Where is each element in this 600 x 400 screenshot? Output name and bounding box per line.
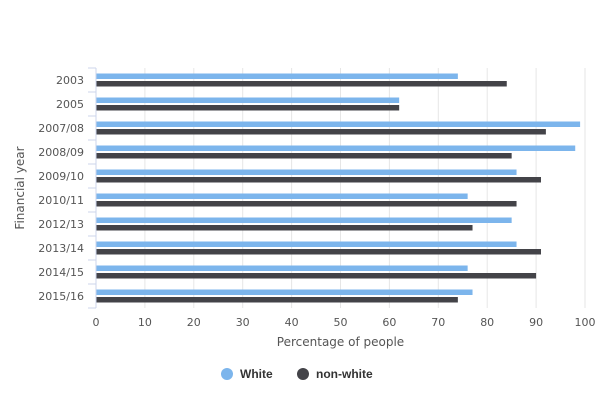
bars: [96, 73, 581, 303]
legend-item-non-white[interactable]: non-white: [297, 367, 373, 381]
bar-non-white-2014-15[interactable]: [96, 273, 537, 279]
x-tick-label: 60: [382, 316, 396, 329]
bar-white-2005[interactable]: [96, 97, 400, 104]
bar-non-white-2012-13[interactable]: [96, 225, 473, 231]
legend-label: White: [240, 367, 273, 381]
legend-marker-icon: [221, 368, 233, 380]
legend-label: non-white: [316, 367, 373, 381]
bar-white-2012-13[interactable]: [96, 217, 512, 224]
legend[interactable]: White non-white: [221, 367, 373, 381]
bar-white-2014-15[interactable]: [96, 265, 468, 272]
bar-non-white-2005[interactable]: [96, 105, 400, 111]
bar-white-2009-10[interactable]: [96, 169, 517, 176]
bar-non-white-2009-10[interactable]: [96, 177, 541, 183]
x-axis-title: Percentage of people: [277, 335, 404, 349]
y-tick-label: 2012/13: [38, 218, 84, 231]
bar-white-2008-09[interactable]: [96, 145, 576, 152]
y-tick-label: 2003: [56, 74, 84, 87]
y-tick-label: 2015/16: [38, 290, 84, 303]
x-tick-label: 50: [334, 316, 348, 329]
legend-marker-icon: [297, 368, 309, 380]
bar-white-2003[interactable]: [96, 73, 458, 80]
x-tick-label: 80: [480, 316, 494, 329]
x-tick-label: 30: [236, 316, 250, 329]
y-axis-title: Financial year: [13, 146, 27, 229]
y-tick-label: 2008/09: [38, 146, 84, 159]
y-tick-label: 2013/14: [38, 242, 84, 255]
bar-white-2015-16[interactable]: [96, 289, 473, 296]
gridlines: [144, 68, 586, 308]
bar-white-2010-11[interactable]: [96, 193, 468, 200]
y-tick-labels: 2003 2005 2007/08 2008/09 2009/10 2010/11 2012…: [38, 67, 96, 309]
bar-non-white-2003[interactable]: [96, 81, 507, 87]
x-tick-label: 100: [575, 316, 596, 329]
bar-non-white-2013-14[interactable]: [96, 249, 541, 255]
x-tick-labels: 0 10 20 30 40 50 60 70 80 90 100: [93, 316, 596, 329]
bar-white-2013-14[interactable]: [96, 241, 517, 248]
x-tick-label: 0: [93, 316, 100, 329]
y-tick-label: 2014/15: [38, 266, 84, 279]
x-tick-label: 10: [138, 316, 152, 329]
bar-white-2007-08[interactable]: [96, 121, 581, 128]
bar-non-white-2007-08[interactable]: [96, 129, 546, 135]
x-tick-label: 20: [187, 316, 201, 329]
x-tick-label: 40: [285, 316, 299, 329]
y-tick-label: 2007/08: [38, 122, 84, 135]
bar-non-white-2008-09[interactable]: [96, 153, 512, 159]
x-tick-label: 90: [529, 316, 543, 329]
bar-non-white-2015-16[interactable]: [96, 297, 458, 303]
legend-item-white[interactable]: White: [221, 367, 273, 381]
y-tick-label: 2010/11: [38, 194, 84, 207]
x-tick-label: 70: [431, 316, 445, 329]
y-tick-label: 2005: [56, 98, 84, 111]
bar-non-white-2010-11[interactable]: [96, 201, 517, 207]
y-tick-label: 2009/10: [38, 170, 84, 183]
